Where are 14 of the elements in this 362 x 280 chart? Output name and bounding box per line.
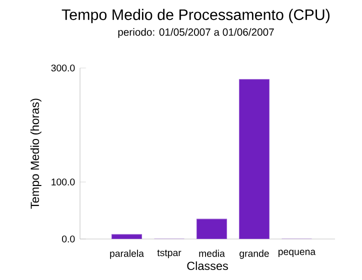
y-tick-label: 0.0 [62,236,75,242]
x-tick-label: paralela [110,250,144,259]
x-tick-label: pequena [278,250,316,258]
bar [196,218,228,239]
y-tick-label: 100.0 [52,178,75,186]
x-tick-label: tstpar [157,250,182,258]
y-tick-label: 300.0 [51,64,75,72]
chart-subtitle: periodo: 01/05/2007 a 01/06/2007 [118,28,274,38]
chart-title: Tempo Medio de Processamento (CPU) [62,8,330,24]
y-axis-title: Tempo Medio (horas) [30,98,42,209]
x-tick-label: media [199,250,225,257]
bar [238,79,270,239]
x-axis-title: Classes [187,261,228,270]
x-tick-label: grande [240,250,269,259]
